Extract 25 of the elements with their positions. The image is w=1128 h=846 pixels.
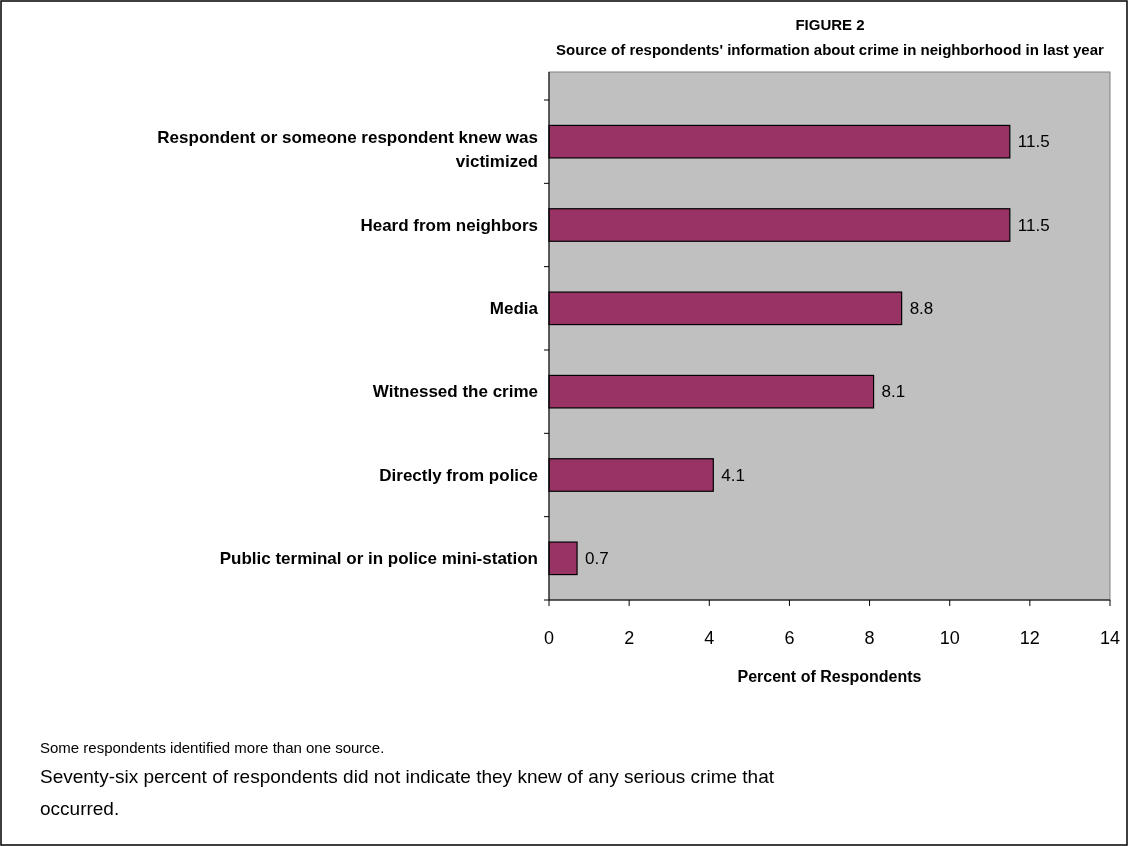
x-axis-title: Percent of Respondents: [737, 668, 922, 685]
y-tick-label: Media: [489, 298, 539, 318]
data-label: 11.5: [1017, 215, 1050, 235]
chart-title: FIGURE 2: [795, 16, 865, 33]
x-tick-label: 8: [864, 628, 875, 648]
data-label: 8.8: [909, 298, 934, 318]
x-tick-label: 2: [624, 628, 635, 648]
text: Some respondents identified more than one source.: [40, 739, 385, 756]
text: Seventy-six percent of respondents did not indicate they knew of any serious crime that occurred.: [40, 766, 775, 819]
y-tick-label: Heard from neighbors: [360, 215, 538, 235]
x-tick-label: 10: [939, 628, 960, 648]
chart-subtitle: Source of respondents' information about crime in neighborhood in last year: [556, 41, 1105, 58]
y-tick-label: Directly from police: [379, 465, 538, 485]
x-tick-label: 6: [784, 628, 795, 648]
x-tick-label: 12: [1019, 628, 1040, 648]
y-tick-label: Public terminal or in police mini-station: [219, 548, 538, 568]
data-label: 0.7: [585, 548, 609, 568]
x-tick-label: 0: [543, 628, 555, 648]
y-tick-label: Respondent or someone respondent knew was victimized: [157, 128, 538, 172]
data-label: 4.1: [721, 465, 745, 485]
x-tick-label: 14: [1099, 628, 1121, 648]
x-tick-label: 4: [704, 628, 715, 648]
data-label: 8.1: [881, 382, 906, 402]
y-tick-label: Witnessed the crime: [372, 382, 538, 402]
data-label: 11.5: [1017, 132, 1050, 152]
